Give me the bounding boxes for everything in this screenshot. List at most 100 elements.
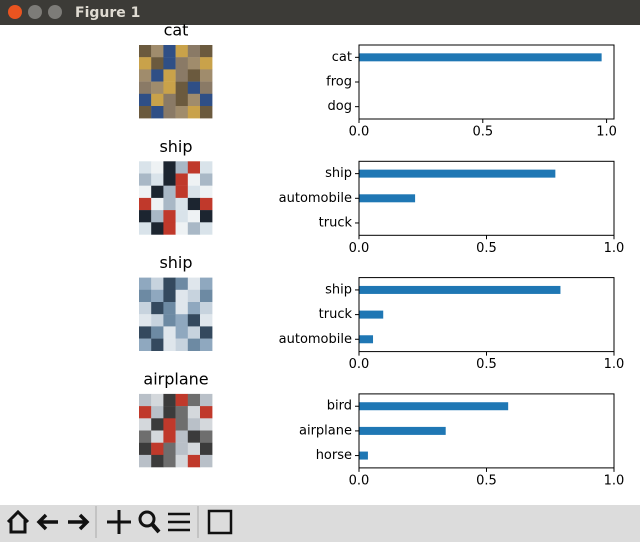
image-pixel (187, 393, 201, 407)
image-pixel (200, 210, 213, 223)
image-pixel (187, 57, 201, 70)
image-pixel (187, 442, 201, 456)
image-pixel (151, 406, 164, 419)
image-pixel (139, 69, 152, 82)
y-tick-label: ship (325, 282, 352, 297)
image-pixel (151, 185, 164, 199)
y-tick-label: automobile (279, 191, 352, 206)
image-pixel (200, 197, 213, 211)
image-pixel (163, 222, 176, 235)
minimize-button[interactable] (28, 5, 42, 19)
back-button[interactable] (36, 513, 58, 531)
image-pixel (175, 161, 188, 174)
image-title: cat (164, 21, 189, 40)
image-pixel (175, 93, 188, 107)
image-pixel (187, 210, 201, 223)
image-pixel (200, 277, 213, 290)
forward-button[interactable] (68, 513, 90, 531)
pan-button[interactable] (107, 510, 131, 534)
image-pixel (139, 393, 152, 407)
x-tick-label: 0.0 (349, 357, 370, 372)
image-pixel (139, 338, 152, 351)
save-button[interactable] (207, 509, 233, 535)
image-pixel (175, 302, 188, 315)
image-pixel (139, 45, 152, 58)
axes-frame (358, 160, 615, 236)
image-pixel (187, 69, 201, 82)
image-pixel (200, 106, 213, 119)
x-tick-label: 0.5 (476, 473, 497, 488)
x-tick-label: 0.0 (349, 125, 370, 140)
image-pixel (175, 69, 188, 82)
image-pixel (163, 106, 176, 119)
image-pixel (163, 338, 176, 351)
image-pixel (163, 197, 176, 211)
image-pixel (175, 326, 188, 339)
image-pixel (139, 197, 152, 211)
y-tick-label: horse (316, 448, 352, 463)
toolbar (0, 505, 640, 542)
home-button[interactable] (6, 509, 30, 534)
zoom-button[interactable] (138, 510, 156, 528)
image-pixel (139, 418, 152, 431)
image-pixel (200, 326, 213, 339)
x-tick-label: 0.0 (349, 241, 370, 256)
image-pixel (139, 81, 152, 94)
image-pixel (151, 289, 164, 303)
image-pixel (187, 222, 201, 235)
image-pixel (151, 302, 164, 315)
image-pixel (175, 173, 188, 186)
bar (359, 426, 446, 435)
image-pixel (200, 406, 213, 419)
image-pixel (163, 289, 176, 303)
image-pixel (139, 93, 152, 107)
bar (359, 335, 374, 344)
image-pixel (175, 222, 188, 235)
x-tick-label: 1.0 (596, 125, 617, 140)
image-pixel (139, 277, 152, 290)
y-tick-label: automobile (279, 332, 352, 347)
image-pixel (187, 418, 201, 431)
image-pixel (163, 393, 176, 407)
image-pixel (175, 81, 188, 94)
image-title: airplane (143, 369, 208, 388)
image-pixel (187, 406, 201, 419)
image-pixel (200, 430, 213, 443)
image-pixel (200, 289, 213, 303)
image-pixel (200, 57, 213, 70)
image-pixel (200, 393, 213, 407)
x-tick-label: 0.5 (476, 357, 497, 372)
image-pixel (187, 106, 201, 119)
x-tick-label: 1.0 (604, 473, 625, 488)
y-tick-label: airplane (299, 423, 352, 438)
image-pixel (187, 430, 201, 443)
image-pixel (151, 106, 164, 119)
image-pixel (187, 93, 201, 107)
image-pixel (163, 314, 176, 327)
image-pixel (187, 185, 201, 199)
zoom-handle (150, 522, 161, 534)
image-pixel (187, 197, 201, 211)
image-pixel (200, 185, 213, 199)
close-button[interactable] (8, 5, 22, 19)
image-pixel (139, 173, 152, 186)
image-pixel (200, 418, 213, 431)
image-pixel (187, 81, 201, 94)
y-tick-label: ship (325, 166, 352, 181)
image-pixel (200, 454, 213, 468)
configure-button[interactable] (168, 512, 190, 532)
image-pixel (200, 45, 213, 58)
image-pixel (200, 173, 213, 186)
image-pixel (175, 442, 188, 456)
image-pixel (151, 326, 164, 339)
image-pixel (175, 57, 188, 70)
image-pixel (163, 454, 176, 468)
x-tick-label: 0.5 (476, 241, 497, 256)
image-pixel (175, 106, 188, 119)
maximize-button[interactable] (48, 5, 62, 19)
image-pixel (187, 314, 201, 327)
y-tick-label: bird (327, 399, 352, 414)
image-pixel (139, 210, 152, 223)
image-title: ship (159, 137, 192, 156)
y-tick-label: truck (319, 215, 353, 230)
